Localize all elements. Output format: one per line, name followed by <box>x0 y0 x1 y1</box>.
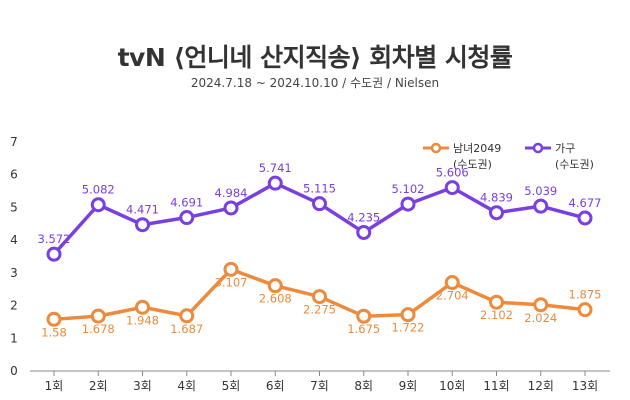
data-point <box>577 210 593 226</box>
y-tick-label: 4 <box>10 233 18 247</box>
x-tick-label: 7회 <box>310 379 329 393</box>
y-tick-label: 1 <box>10 331 18 345</box>
data-label: 4.984 <box>215 186 248 200</box>
x-tick-label: 10회 <box>439 379 465 393</box>
y-tick-label: 5 <box>10 200 18 214</box>
legend-swatch-marker <box>430 142 442 154</box>
data-point <box>312 196 327 212</box>
data-label: 4.235 <box>347 210 380 224</box>
data-label: 4.677 <box>569 196 602 210</box>
data-point <box>223 261 239 277</box>
data-label: 4.839 <box>480 191 513 205</box>
data-point <box>489 205 504 221</box>
data-label: 1.687 <box>170 322 203 336</box>
data-point <box>46 246 62 262</box>
data-label: 2.608 <box>259 292 292 306</box>
data-label: 1.675 <box>347 322 380 336</box>
y-tick-label: 0 <box>10 364 18 378</box>
x-tick-label: 8회 <box>354 379 373 393</box>
x-tick-label: 12회 <box>528 379 554 393</box>
data-point <box>533 198 549 214</box>
data-point <box>135 217 150 233</box>
data-point <box>400 307 416 323</box>
data-label: 2.024 <box>524 311 557 325</box>
legend-sublabel: (수도권) <box>555 158 594 171</box>
data-point <box>444 180 460 196</box>
y-tick-label: 2 <box>10 299 18 313</box>
data-label: 5.741 <box>259 161 292 175</box>
legend-sublabel: (수도권) <box>453 158 492 171</box>
legend-label: 가구 <box>555 142 575 155</box>
chart-title: tvN ⟨언니네 산지직송⟩ 회차별 시청률 <box>117 43 513 72</box>
data-point <box>400 196 416 212</box>
legend-label: 남녀2049 <box>453 142 501 155</box>
data-point <box>577 302 593 318</box>
x-tick-label: 6회 <box>266 379 285 393</box>
y-tick-label: 3 <box>10 266 18 280</box>
x-tick-label: 4회 <box>177 379 196 393</box>
data-point <box>135 299 150 315</box>
data-point <box>356 308 372 324</box>
x-tick-label: 5회 <box>222 379 241 393</box>
data-point <box>267 175 283 191</box>
data-label: 2.102 <box>480 308 513 322</box>
y-tick-label: 6 <box>10 168 18 182</box>
data-label: 5.115 <box>303 182 336 196</box>
data-point <box>312 289 327 305</box>
data-point <box>179 308 195 324</box>
y-tick-label: 7 <box>10 135 18 149</box>
data-point <box>46 311 62 327</box>
data-point <box>444 275 460 291</box>
x-tick-label: 2회 <box>89 379 108 393</box>
data-label: 4.471 <box>126 203 159 217</box>
legend-swatch-marker <box>532 142 544 154</box>
data-label: 2.275 <box>303 303 336 317</box>
chart-subtitle: 2024.7.18 ~ 2024.10.10 / 수도권 / Nielsen <box>190 76 440 90</box>
data-label: 1.58 <box>41 325 67 339</box>
data-point <box>356 224 372 240</box>
data-label: 1.722 <box>392 321 425 335</box>
data-label: 5.039 <box>524 184 557 198</box>
data-point <box>533 297 549 313</box>
data-label: 5.606 <box>436 166 469 180</box>
data-label: 5.082 <box>82 183 115 197</box>
x-tick-label: 1회 <box>45 379 64 393</box>
x-tick-label: 3회 <box>133 379 152 393</box>
data-label: 3.107 <box>215 275 248 289</box>
data-point <box>90 197 106 213</box>
x-tick-label: 9회 <box>399 379 418 393</box>
data-label: 2.704 <box>436 289 469 303</box>
data-label: 3.572 <box>38 232 71 246</box>
data-label: 5.102 <box>392 182 425 196</box>
data-label: 1.875 <box>569 288 602 302</box>
data-point <box>267 278 283 294</box>
data-point <box>489 294 504 310</box>
data-label: 1.678 <box>82 322 115 336</box>
data-point <box>223 200 239 216</box>
x-tick-label: 11회 <box>483 379 509 393</box>
data-label: 4.691 <box>170 196 203 210</box>
data-point <box>179 210 195 226</box>
data-label: 1.948 <box>126 313 159 327</box>
data-point <box>90 308 106 324</box>
x-tick-label: 13회 <box>572 379 598 393</box>
